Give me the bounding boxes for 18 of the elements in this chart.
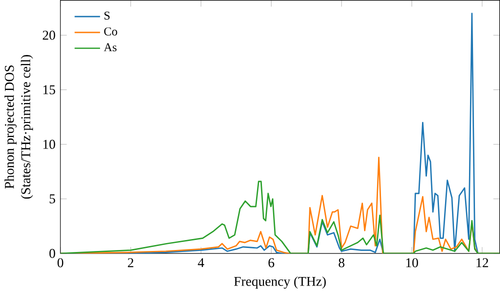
x-tick-label: 0 [58, 258, 64, 268]
x-tick-label: 12 [476, 258, 488, 268]
y-tick-label: 5 [50, 194, 56, 204]
x-tick-label: 2 [128, 258, 134, 268]
legend-label: S [104, 12, 110, 20]
x-axis-title: Frequency (THz) [234, 276, 326, 289]
line-series [60, 180, 500, 254]
x-tick-label: 4 [198, 258, 204, 267]
y-tick-label: 20 [42, 30, 56, 40]
x-tick-label: 6 [268, 258, 274, 268]
x-tick-label: 8 [338, 258, 344, 268]
legend-label: Co [104, 27, 118, 36]
y-tick-label: 0 [49, 248, 56, 258]
x-tick-label: 10 [406, 258, 418, 268]
y-tick-label: 15 [43, 85, 56, 94]
y-tick-label: 10 [43, 140, 56, 149]
legend-label: As [104, 43, 116, 52]
y-axis-title: Phonon projected DOS (States/THz·primitive cell) [4, 54, 33, 199]
